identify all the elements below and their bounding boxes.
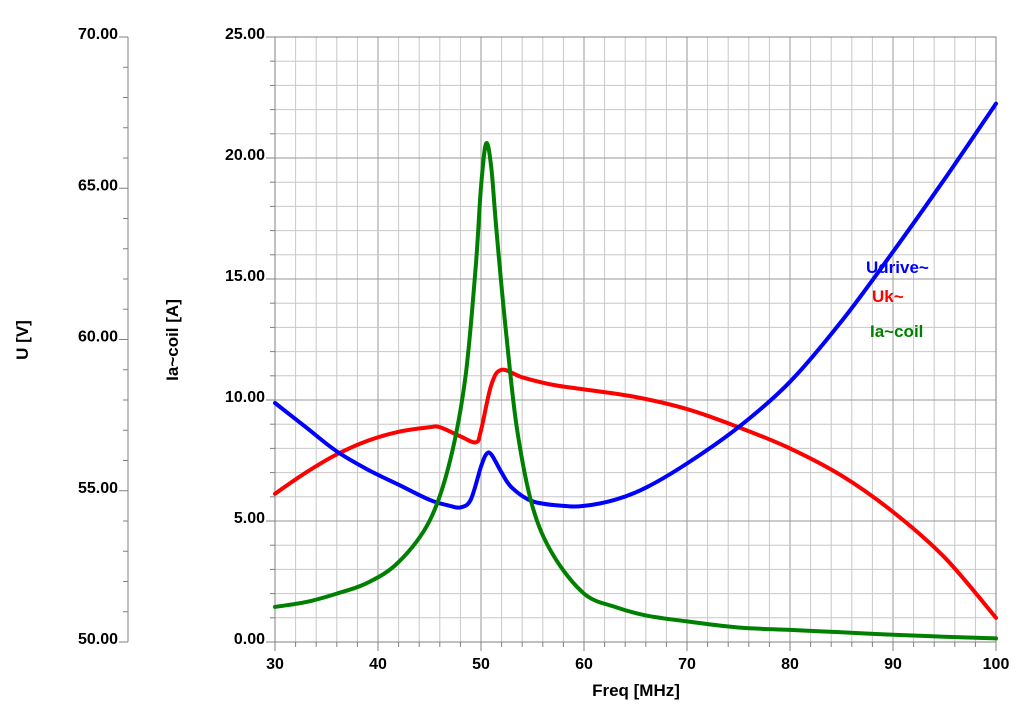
grid [275, 37, 996, 642]
series-line-udrive [273, 101, 998, 510]
x-axis: 30 40 50 60 70 80 90 100 [266, 642, 1009, 673]
plot-area-frame [274, 36, 997, 643]
legend: Udrive~ Uk~ Ia~coil [866, 258, 929, 341]
x-axis-tick-label: 100 [983, 656, 1010, 673]
u-axis-tick-label: 50.00 [78, 631, 118, 648]
x-axis-title: Freq [MHz] [592, 681, 680, 700]
u-axis-tick-label: 70.00 [78, 26, 118, 43]
series-line-uk [273, 367, 998, 620]
x-axis-tick-label: 30 [266, 656, 284, 673]
ia-coil-axis-tick-label: 25.00 [225, 26, 265, 43]
x-axis-tick-label: 40 [369, 656, 387, 673]
ia-coil-axis-tick-label: 0.00 [234, 631, 265, 648]
u-axis: 50.00 55.00 60.00 65.00 70.00 [78, 26, 129, 648]
legend-label-ia-coil: Ia~coil [870, 322, 923, 341]
series-line-ia-coil [273, 141, 998, 641]
ia-coil-axis-tick-label: 15.00 [225, 268, 265, 285]
x-axis-tick-label: 50 [472, 656, 490, 673]
u-axis-tick-label: 60.00 [78, 329, 118, 346]
legend-label-udrive: Udrive~ [866, 258, 929, 277]
legend-label-uk: Uk~ [872, 287, 904, 306]
x-axis-tick-label: 90 [884, 656, 902, 673]
x-axis-tick-label: 80 [781, 656, 799, 673]
ia-coil-axis-tick-label: 20.00 [225, 147, 265, 164]
ia-coil-axis-tick-label: 10.00 [225, 389, 265, 406]
ia-coil-axis-tick-label: 5.00 [234, 510, 265, 527]
u-axis-title: U [V] [13, 320, 32, 360]
ia-coil-axis-title: Ia~coil [A] [163, 299, 182, 381]
ia-coil-axis: 0.00 5.00 10.00 15.00 20.00 25.00 [225, 26, 275, 648]
u-axis-tick-label: 65.00 [78, 177, 118, 194]
x-axis-tick-label: 60 [575, 656, 593, 673]
x-axis-tick-label: 70 [678, 656, 696, 673]
series-layer [273, 101, 998, 641]
u-axis-tick-label: 55.00 [78, 480, 118, 497]
